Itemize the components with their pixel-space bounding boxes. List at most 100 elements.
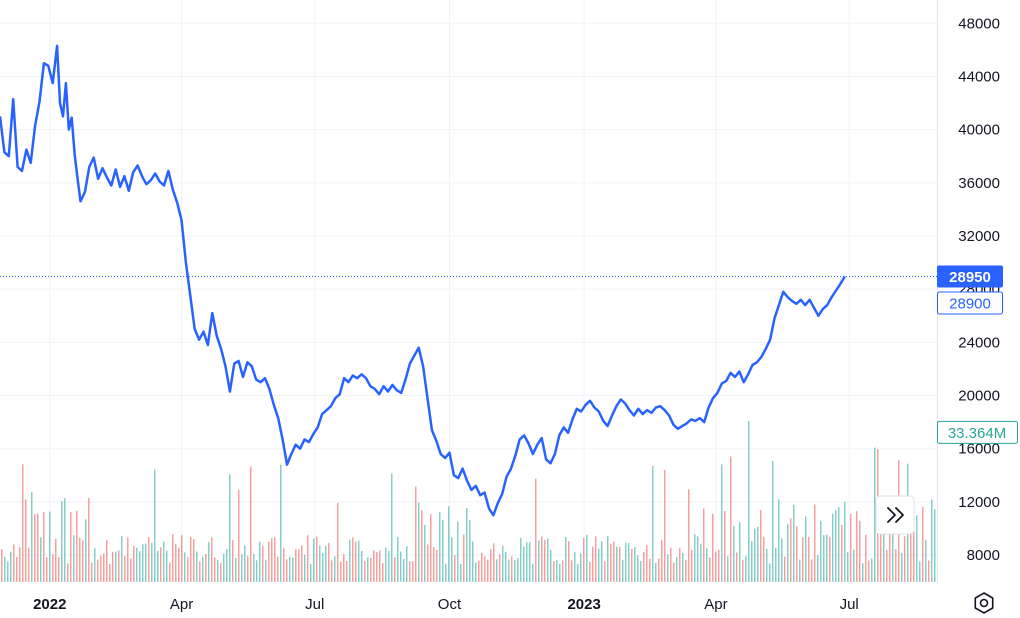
- volume-bar: [667, 554, 669, 582]
- volume-bar: [925, 540, 927, 582]
- volume-bar: [208, 541, 210, 582]
- volume-bar: [844, 501, 846, 582]
- volume-bar: [739, 522, 741, 582]
- chart-settings-button[interactable]: [974, 592, 994, 614]
- volume-label: 33.364M: [948, 425, 1006, 442]
- y-tick-label: 36000: [958, 175, 1000, 192]
- volume-bar: [619, 546, 621, 582]
- volume-bar: [163, 541, 165, 582]
- volume-bar: [919, 561, 921, 582]
- volume-bar: [565, 536, 567, 582]
- volume-bar: [901, 552, 903, 582]
- volume-bar: [445, 563, 447, 582]
- volume-bar: [742, 559, 744, 582]
- volume-bar: [205, 554, 207, 582]
- volume-bar: [280, 464, 282, 582]
- x-tick-label: 2023: [567, 596, 600, 613]
- volume-bar: [556, 559, 558, 582]
- volume-bar: [475, 562, 477, 582]
- volume-bar: [595, 536, 597, 582]
- x-tick-label: Oct: [438, 596, 462, 613]
- volume-bar: [16, 556, 18, 582]
- volume-bar: [442, 519, 444, 582]
- volume-bar: [544, 540, 546, 582]
- volume-bar: [157, 550, 159, 582]
- volume-bar: [418, 502, 420, 582]
- volume-bar: [457, 521, 459, 582]
- y-tick-label: 12000: [958, 494, 1000, 511]
- volume-bar: [502, 545, 504, 582]
- volume-bar: [265, 559, 267, 582]
- volume-bar: [76, 510, 78, 582]
- volume-bar: [487, 559, 489, 582]
- volume-bar: [388, 551, 390, 582]
- volume-bar: [529, 542, 531, 582]
- y-tick-label: 8000: [967, 547, 1000, 564]
- volume-bar: [28, 547, 30, 582]
- volume-bar: [763, 536, 765, 582]
- volume-bar: [400, 551, 402, 582]
- volume-bar: [283, 547, 285, 582]
- volume-bar: [49, 511, 51, 582]
- volume-bar: [340, 561, 342, 582]
- volume-bar: [430, 514, 432, 582]
- volume-bar: [241, 554, 243, 582]
- volume-bar: [814, 504, 816, 582]
- scroll-to-realtime-button[interactable]: [875, 495, 915, 535]
- volume-bar: [931, 499, 933, 582]
- volume-bar: [1, 549, 3, 582]
- volume-bar: [382, 563, 384, 582]
- volume-bar: [826, 534, 828, 582]
- volume-bar: [685, 559, 687, 582]
- volume-bar: [70, 512, 72, 582]
- volume-bar: [535, 478, 537, 582]
- volume-bar: [259, 541, 261, 582]
- price-line-layer: [0, 44, 937, 517]
- volume-bar: [97, 559, 99, 582]
- volume-bar: [499, 554, 501, 582]
- volume-bar: [13, 544, 15, 582]
- y-tick-label: 24000: [958, 334, 1000, 351]
- volume-bar: [349, 539, 351, 582]
- volume-bar: [460, 563, 462, 582]
- volume-bar: [856, 511, 858, 582]
- volume-bar: [910, 505, 912, 582]
- volume-bar: [142, 544, 144, 582]
- volume-bar: [505, 551, 507, 582]
- volume-bar: [511, 556, 513, 582]
- volume-bar: [409, 561, 411, 582]
- volume-bar: [331, 560, 333, 582]
- volume-bar: [661, 540, 663, 582]
- volume-bar: [916, 515, 918, 582]
- volume-bar: [187, 557, 189, 582]
- volume-bar: [643, 551, 645, 582]
- volume-bar: [193, 539, 195, 582]
- volume-bar: [271, 538, 273, 582]
- close-price-label: 28900: [949, 296, 991, 313]
- volume-bar: [754, 528, 756, 582]
- volume-bar: [316, 536, 318, 582]
- volume-bar: [364, 560, 366, 582]
- volume-bar: [718, 549, 720, 582]
- volume-bar: [838, 507, 840, 582]
- volume-bar: [658, 558, 660, 582]
- volume-bar: [43, 511, 45, 582]
- volume-bar: [721, 464, 723, 582]
- volume-bar: [439, 512, 441, 582]
- volume-bar: [790, 518, 792, 582]
- volume-bar: [253, 553, 255, 582]
- y-tick-label: 48000: [958, 15, 1000, 32]
- y-axis-ticks: 4800044000400003600032000280002400020000…: [958, 15, 1000, 564]
- volume-bar: [55, 538, 57, 582]
- volume-bar: [859, 520, 861, 582]
- volume-bar: [649, 558, 651, 582]
- volume-bar: [811, 559, 813, 582]
- y-tick-label: 32000: [958, 228, 1000, 245]
- volume-bar: [850, 513, 852, 582]
- volume-bar: [406, 546, 408, 582]
- volume-bar: [184, 552, 186, 582]
- volume-bar: [469, 520, 471, 582]
- volume-bar: [571, 560, 573, 582]
- volume-bar: [313, 538, 315, 582]
- volume-bar: [613, 541, 615, 582]
